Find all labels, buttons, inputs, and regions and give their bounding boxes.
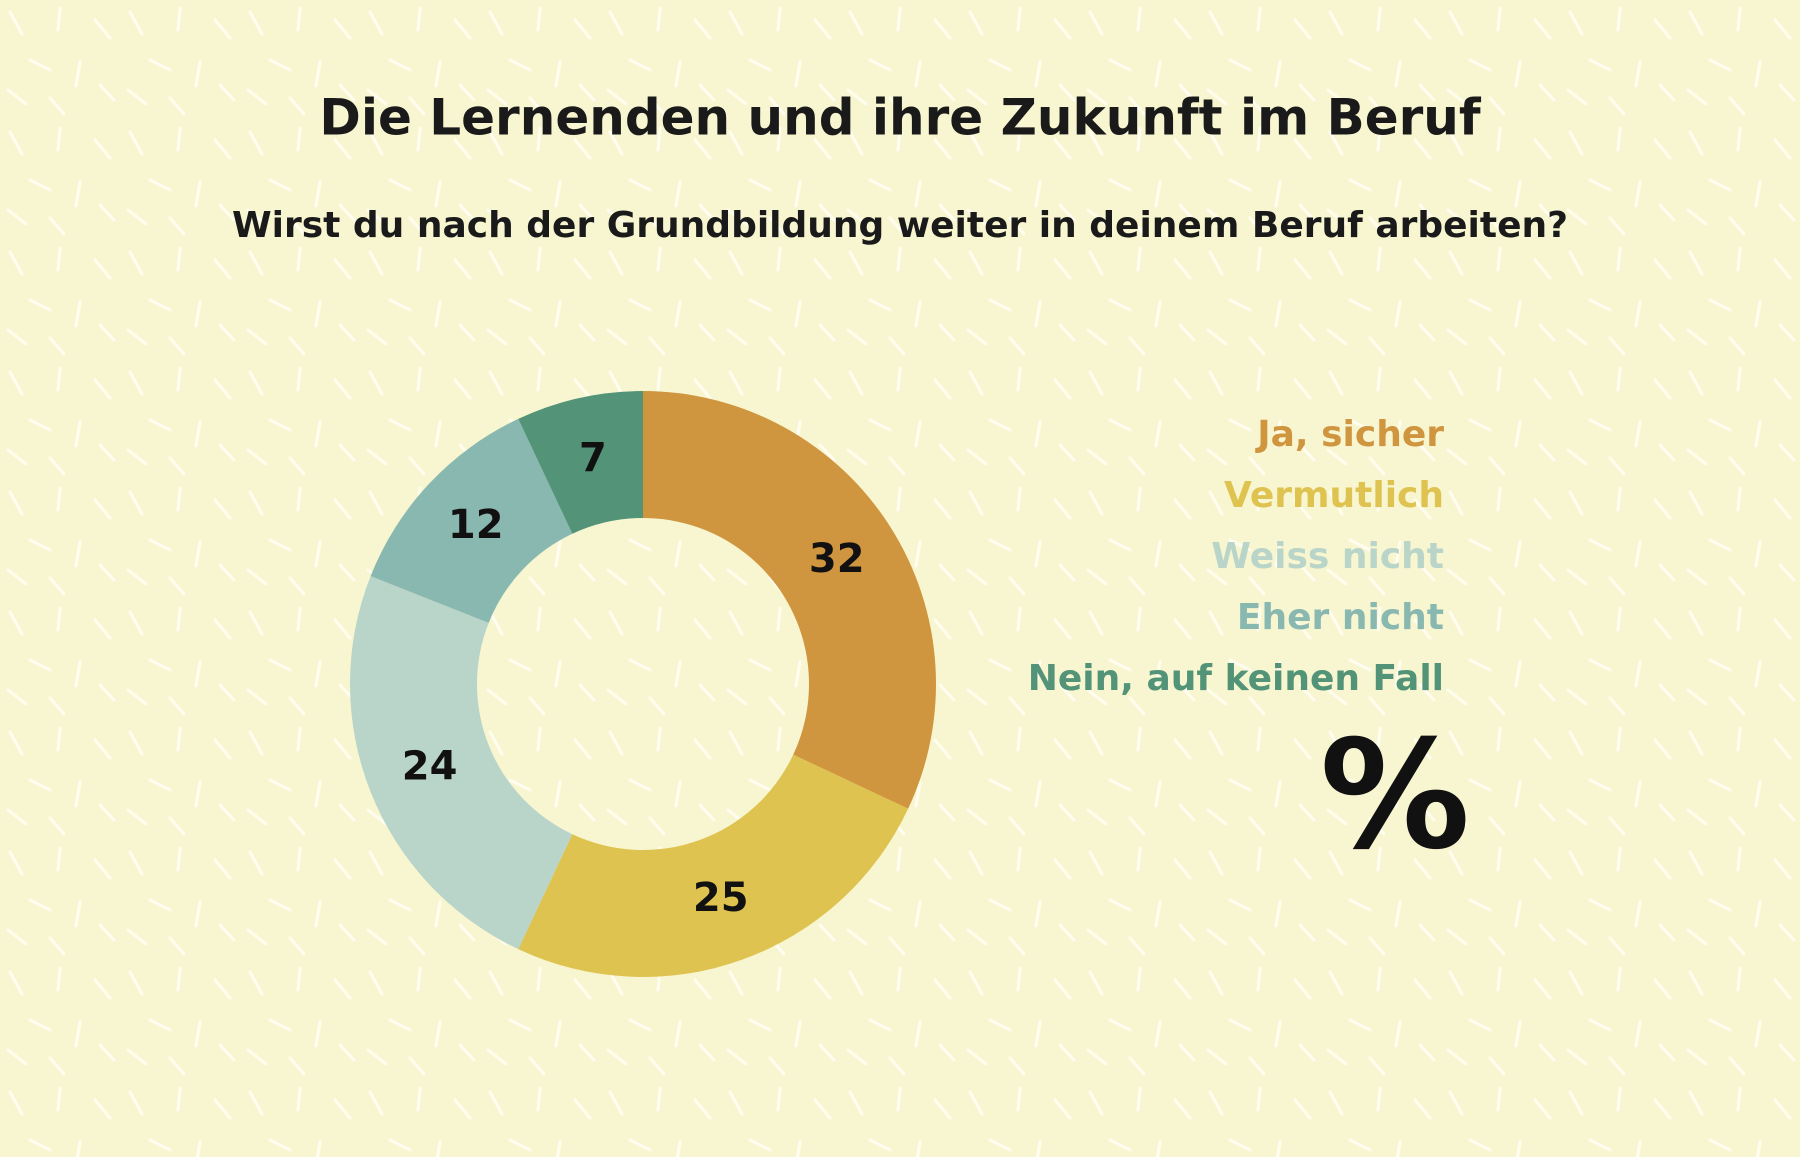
legend-entry: Nein, auf keinen Fall <box>1028 658 1444 699</box>
legend-entry: Vermutlich <box>1224 475 1444 516</box>
legend-entry: Ja, sicher <box>1254 414 1444 455</box>
data-label: 25 <box>693 875 749 921</box>
data-label: 32 <box>809 536 865 582</box>
donut-slice <box>518 754 909 977</box>
legend-entry: Eher nicht <box>1237 597 1444 638</box>
unit-label: % <box>1320 709 1470 883</box>
donut-slice <box>643 391 936 809</box>
donut-slice <box>518 391 643 534</box>
data-label: 24 <box>402 743 458 789</box>
legend-entry: Weiss nicht <box>1211 536 1444 577</box>
data-label: 7 <box>579 435 607 481</box>
donut-slice <box>370 418 573 623</box>
data-label: 12 <box>448 502 504 548</box>
chart-title: Die Lernenden und ihre Zukunft im Beruf <box>319 89 1482 147</box>
chart-subtitle: Wirst du nach der Grundbildung weiter in… <box>232 205 1568 246</box>
donut-slice <box>350 576 573 950</box>
